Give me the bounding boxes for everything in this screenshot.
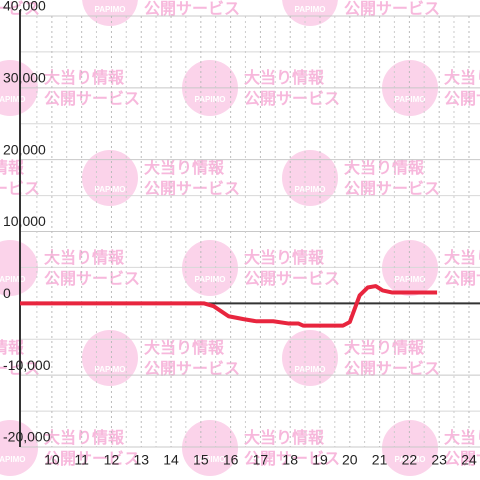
watermark-logo-text: PAPIMO — [0, 95, 25, 104]
watermark-logo — [0, 60, 38, 116]
watermark-logo-text: PAPIMO — [295, 185, 326, 194]
watermark-text: 大当り情報 — [444, 428, 480, 447]
watermark-logo-text: PAPIMO — [0, 455, 25, 464]
watermark-logo — [382, 420, 438, 476]
watermark-text: 大当り情報 — [244, 428, 325, 447]
watermark-logo-text: PAPIMO — [395, 95, 426, 104]
x-tick-label: 20 — [342, 452, 358, 468]
watermark-text: 大当り情報 — [0, 158, 25, 177]
watermark-logo — [182, 240, 238, 296]
y-tick-label: 40,000 — [3, 0, 46, 14]
watermark-text: 公開サービス — [144, 360, 240, 378]
watermark-logo — [82, 0, 138, 26]
x-tick-label: 13 — [133, 452, 149, 468]
watermark-text: 公開サービス — [244, 90, 340, 108]
x-tick-label: 24 — [461, 452, 477, 468]
watermark-logo-text: PAPIMO — [95, 5, 126, 14]
watermark-logo-text: PAPIMO — [95, 365, 126, 374]
watermark-logo-text: PAPIMO — [295, 5, 326, 14]
watermark-text: 公開サービス — [44, 270, 140, 288]
y-tick-label: 30,000 — [3, 70, 46, 86]
watermark-logo-text: PAPIMO — [195, 95, 226, 104]
watermark-text: 公開サービス — [44, 450, 140, 468]
watermark-text: 大当り情報 — [244, 68, 325, 87]
x-tick-label: 23 — [431, 452, 447, 468]
watermark-text: 公開サービス — [444, 270, 480, 288]
watermark-text: 公開サービス — [444, 90, 480, 108]
watermark-logo — [82, 150, 138, 206]
watermark-logo-text: PAPIMO — [195, 275, 226, 284]
watermark-text: 大当り情報 — [44, 68, 125, 87]
y-tick-label: -20,000 — [3, 429, 51, 445]
x-tick-label: 10 — [44, 452, 60, 468]
watermark-text: 公開サービス — [44, 90, 140, 108]
x-tick-label: 14 — [163, 452, 179, 468]
x-tick-label: 17 — [253, 452, 269, 468]
y-tick-label: 0 — [3, 285, 11, 301]
x-tick-label: 16 — [223, 452, 239, 468]
watermark-logo — [282, 150, 338, 206]
watermark-logo — [82, 330, 138, 386]
x-tick-label: 18 — [282, 452, 298, 468]
plot: -20,000 -10,000 0 10,000 20,000 30,000 40,000 1… — [3, 0, 480, 468]
watermark-logo-text: PAPIMO — [0, 275, 25, 284]
x-tick-label: 22 — [402, 452, 418, 468]
y-tick-label: 20,000 — [3, 141, 46, 157]
watermark-text: 公開サービス — [144, 180, 240, 198]
watermark-logo — [282, 0, 338, 26]
watermark-logo — [282, 330, 338, 386]
watermark-text: 公開サービス — [144, 0, 240, 18]
watermark-logo — [0, 240, 38, 296]
x-tick-label: 12 — [104, 452, 120, 468]
watermark-text: 公開サービス — [344, 180, 440, 198]
watermark-text: 公開サービス — [444, 450, 480, 468]
watermark-text: 公開サービス — [244, 270, 340, 288]
watermark-text: 大当り情報 — [44, 248, 125, 267]
watermark-text: 公開サービス — [344, 0, 440, 18]
watermark-text: 公開サービス — [0, 0, 40, 18]
watermark-logo-text: PAPIMO — [95, 185, 126, 194]
watermark-text: 大当り情報 — [44, 428, 125, 447]
x-tick-label: 15 — [193, 452, 209, 468]
watermark-logo — [382, 240, 438, 296]
watermark-text: 大当り情報 — [444, 248, 480, 267]
watermark-text: 大当り情報 — [144, 338, 225, 357]
watermark-logo-text: PAPIMO — [195, 455, 226, 464]
x-tick-label: 11 — [74, 452, 89, 468]
watermark-text: 公開サービス — [244, 450, 340, 468]
watermark-text: 大当り情報 — [144, 158, 225, 177]
watermark-text: 大当り情報 — [444, 68, 480, 87]
watermark-logo — [182, 420, 238, 476]
watermark-text: 大当り情報 — [344, 158, 425, 177]
y-tick-label: -10,000 — [3, 357, 51, 373]
watermark-logo-text: PAPIMO — [395, 275, 426, 284]
watermark-logo-text: PAPIMO — [295, 365, 326, 374]
watermark-logo — [0, 420, 38, 476]
watermark-text: 大当り情報 — [0, 338, 25, 357]
watermark-text: 大当り情報 — [244, 248, 325, 267]
watermark-logo-text: PAPIMO — [395, 455, 426, 464]
x-tick-label: 21 — [372, 452, 388, 468]
y-tick-label: 10,000 — [3, 213, 46, 229]
watermark-text: 公開サービス — [344, 360, 440, 378]
x-tick-label: 19 — [312, 452, 328, 468]
data-line — [20, 284, 438, 328]
watermark-text: 大当り情報 — [344, 338, 425, 357]
